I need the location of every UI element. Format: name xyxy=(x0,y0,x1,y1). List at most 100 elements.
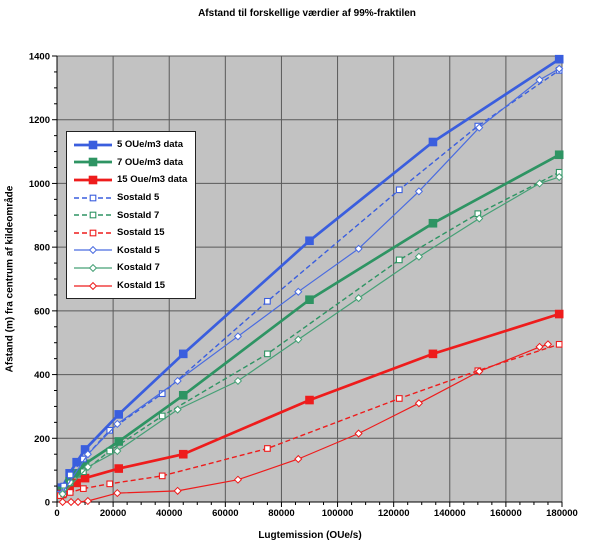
marker-5-oue-m3-data xyxy=(114,410,124,419)
y-tick-label: 400 xyxy=(34,370,50,381)
legend-line-sample-kostald-5 xyxy=(74,246,112,255)
marker-kostald-7 xyxy=(414,252,424,261)
marker-kostald-15 xyxy=(173,486,182,495)
legend-line-sample-7-oue-m3-data xyxy=(74,158,112,167)
legend-item-7-oue-m3-data: 7 OUe/m3 data xyxy=(73,154,187,172)
x-tick-label: 120000 xyxy=(378,508,410,519)
legend-line-sample-kostald-15 xyxy=(74,281,112,290)
marker-kostald-15 xyxy=(66,497,76,507)
legend-item-sostald-15: Sostald 15 xyxy=(73,224,187,242)
legend-label: Kostald 5 xyxy=(117,244,160,256)
marker-kostald-15 xyxy=(414,399,424,408)
marker-sostald-5 xyxy=(264,297,271,305)
marker-sostald-15 xyxy=(555,340,563,348)
marker-sostald-15 xyxy=(158,472,166,480)
marker-5-oue-m3-data xyxy=(178,349,188,359)
marker-kostald-5 xyxy=(173,376,182,386)
legend-marker-kostald-15 xyxy=(88,281,98,290)
x-tick-label: 60000 xyxy=(212,508,238,519)
marker-kostald-5 xyxy=(475,123,484,132)
legend-line-sample-sostald-7 xyxy=(74,211,112,219)
y-tick-label: 800 xyxy=(34,243,50,254)
legend-marker-15-oue-m3-data xyxy=(88,175,98,185)
marker-kostald-7 xyxy=(555,172,564,182)
marker-sostald-5 xyxy=(395,186,403,194)
marker-5-oue-m3-data xyxy=(428,137,438,147)
legend-label: Kostald 15 xyxy=(117,280,166,292)
marker-kostald-7 xyxy=(83,462,92,472)
marker-kostald-15 xyxy=(294,454,303,464)
x-tick-label: 180000 xyxy=(546,508,578,519)
legend-marker-kostald-5 xyxy=(88,246,98,255)
x-tick-label: 160000 xyxy=(490,508,522,519)
legend-label: 15 Oue/m3 data xyxy=(117,174,188,186)
marker-15-oue-m3-data xyxy=(554,309,564,319)
legend-item-5-oue-m3-data: 5 OUe/m3 data xyxy=(73,136,187,154)
legend-marker-kostald-7 xyxy=(88,263,98,273)
marker-kostald-5 xyxy=(233,332,243,341)
x-tick-label: 40000 xyxy=(156,508,182,519)
legend-label: 5 OUe/m3 data xyxy=(117,139,183,151)
legend-item-15-oue-m3-data: 15 Oue/m3 data xyxy=(73,171,187,189)
marker-kostald-15 xyxy=(535,342,544,351)
marker-kostald-15 xyxy=(73,497,83,507)
marker-15-oue-m3-data xyxy=(428,349,438,359)
x-tick-label: 140000 xyxy=(434,508,466,519)
legend-line-sample-sostald-15 xyxy=(74,229,112,237)
legend: 5 OUe/m3 data 7 OUe/m3 data 15 Oue/m3 data… xyxy=(66,131,197,300)
marker-sostald-5 xyxy=(106,426,114,434)
marker-15-oue-m3-data xyxy=(114,464,124,473)
y-tick-label: 600 xyxy=(34,306,50,317)
marker-sostald-5 xyxy=(66,471,74,479)
marker-kostald-7 xyxy=(173,405,182,414)
y-tick-label: 1000 xyxy=(29,179,50,190)
marker-kostald-5 xyxy=(354,244,363,253)
marker-sostald-7 xyxy=(264,350,271,358)
x-tick-label: 80000 xyxy=(268,508,294,519)
x-tick-label: 20000 xyxy=(100,508,126,519)
legend-marker-sostald-7 xyxy=(89,211,97,219)
series-line-sostald-5 xyxy=(59,69,560,495)
marker-kostald-7 xyxy=(354,294,363,303)
marker-7-oue-m3-data xyxy=(554,150,564,160)
legend-line-sample-5-oue-m3-data xyxy=(74,140,112,150)
marker-kostald-15 xyxy=(475,367,484,376)
legend-item-kostald-15: Kostald 15 xyxy=(73,277,187,295)
marker-kostald-7 xyxy=(535,179,544,188)
marker-kostald-7 xyxy=(113,446,122,456)
marker-kostald-7 xyxy=(294,335,303,344)
marker-kostald-5 xyxy=(414,187,424,196)
legend-label: Sostald 15 xyxy=(117,227,165,239)
y-tick-label: 200 xyxy=(34,434,50,445)
marker-kostald-7 xyxy=(58,489,67,499)
marker-kostald-5 xyxy=(294,287,303,296)
series-line-sostald-15 xyxy=(60,343,560,497)
marker-7-oue-m3-data xyxy=(114,437,124,446)
y-tick-label: 0 xyxy=(45,498,50,509)
marker-15-oue-m3-data xyxy=(178,449,188,459)
legend-label: 7 OUe/m3 data xyxy=(117,156,183,168)
marker-kostald-5 xyxy=(83,450,92,459)
y-tick-label: 1400 xyxy=(29,52,50,63)
marker-sostald-15 xyxy=(80,485,87,492)
marker-5-oue-m3-data xyxy=(305,236,314,246)
marker-kostald-15 xyxy=(354,429,363,438)
legend-label: Kostald 7 xyxy=(117,262,160,274)
marker-sostald-15 xyxy=(106,480,114,488)
marker-sostald-15 xyxy=(395,395,403,402)
x-tick-label: 0 xyxy=(54,508,59,519)
legend-marker-5-oue-m3-data xyxy=(88,140,98,150)
legend-marker-7-oue-m3-data xyxy=(88,158,98,167)
legend-marker-sostald-5 xyxy=(89,194,97,201)
legend-item-kostald-7: Kostald 7 xyxy=(73,259,187,277)
legend-label: Sostald 5 xyxy=(117,192,160,204)
marker-kostald-15 xyxy=(83,496,92,506)
marker-7-oue-m3-data xyxy=(305,295,314,305)
legend-marker-sostald-15 xyxy=(89,229,97,237)
legend-line-sample-sostald-5 xyxy=(74,194,112,201)
marker-sostald-15 xyxy=(66,489,74,496)
legend-line-sample-15-oue-m3-data xyxy=(74,175,112,185)
marker-sostald-7 xyxy=(106,447,114,455)
marker-7-oue-m3-data xyxy=(428,218,438,228)
